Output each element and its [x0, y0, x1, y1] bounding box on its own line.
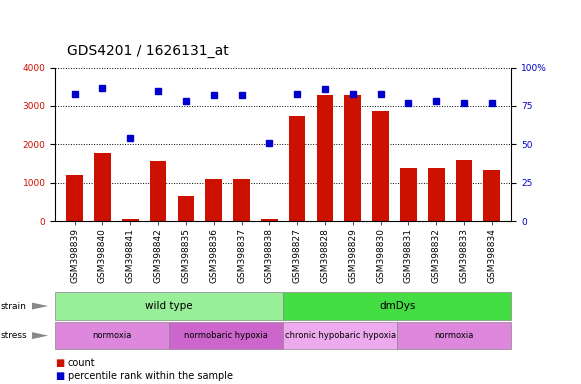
- Bar: [428, 168, 444, 221]
- Bar: [483, 170, 500, 221]
- Bar: [66, 175, 83, 221]
- Text: ■: ■: [55, 358, 64, 368]
- Bar: [150, 161, 166, 221]
- Bar: [317, 95, 333, 221]
- Bar: [122, 219, 139, 221]
- Bar: [289, 116, 306, 221]
- Text: normoxia: normoxia: [435, 331, 474, 340]
- Text: count: count: [68, 358, 96, 368]
- Text: dmDys: dmDys: [379, 301, 415, 311]
- Bar: [400, 168, 417, 221]
- Bar: [178, 196, 194, 221]
- Text: normobaric hypoxia: normobaric hypoxia: [184, 331, 268, 340]
- Bar: [94, 153, 111, 221]
- Text: stress: stress: [1, 331, 27, 340]
- Text: wild type: wild type: [145, 301, 193, 311]
- Bar: [372, 111, 389, 221]
- Bar: [261, 219, 278, 221]
- Text: strain: strain: [1, 301, 27, 311]
- Bar: [205, 179, 222, 221]
- Bar: [233, 179, 250, 221]
- Text: percentile rank within the sample: percentile rank within the sample: [68, 371, 233, 381]
- Text: ■: ■: [55, 371, 64, 381]
- Bar: [456, 160, 472, 221]
- Text: chronic hypobaric hypoxia: chronic hypobaric hypoxia: [285, 331, 396, 340]
- Text: normoxia: normoxia: [92, 331, 132, 340]
- Text: GDS4201 / 1626131_at: GDS4201 / 1626131_at: [67, 44, 228, 58]
- Bar: [345, 95, 361, 221]
